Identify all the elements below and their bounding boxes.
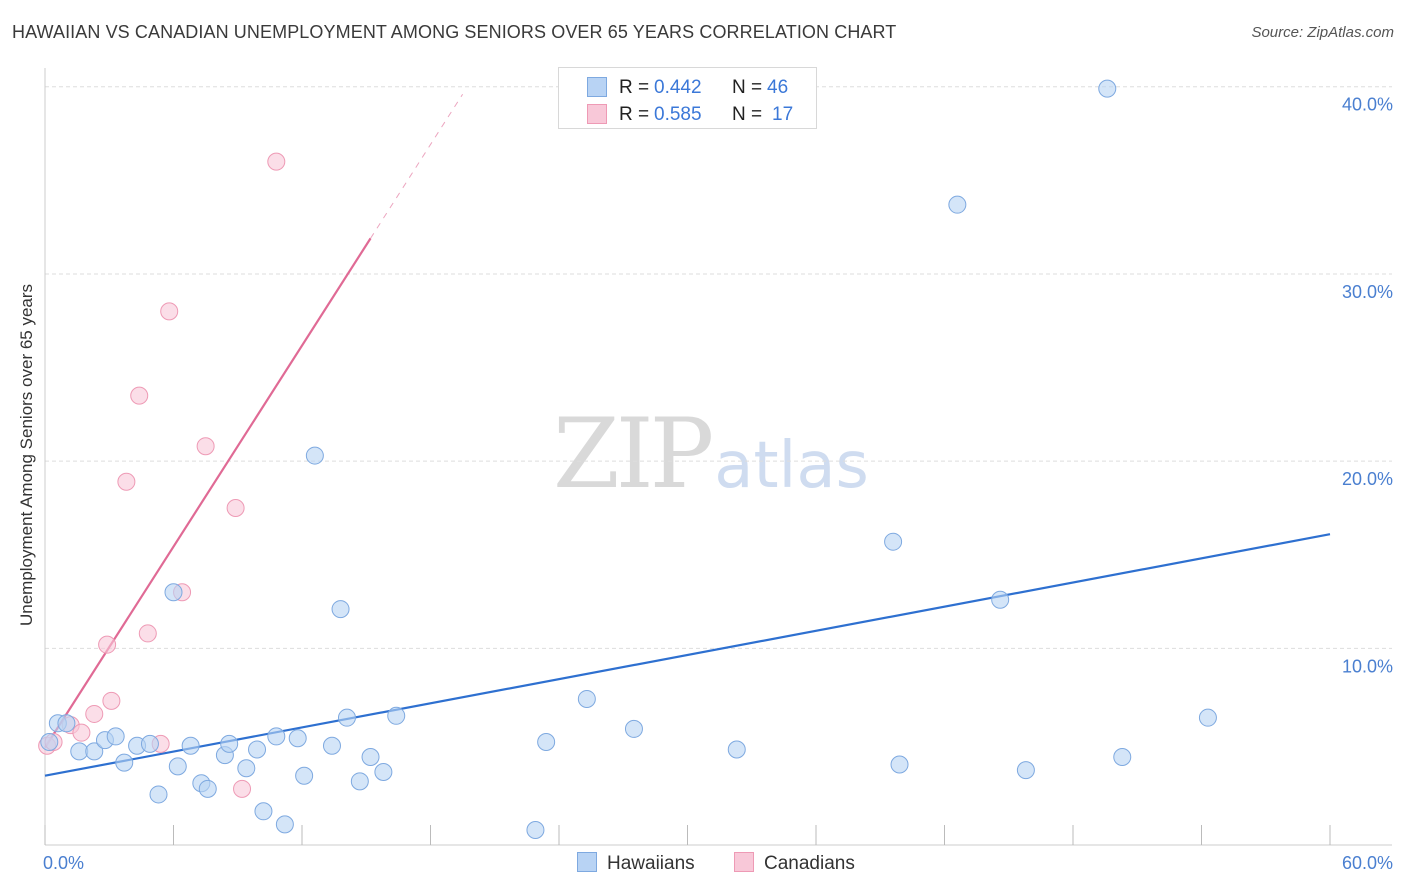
hawaiians-point: [322, 736, 341, 755]
hawaiians-point: [275, 815, 294, 834]
hawaiians-point: [577, 689, 596, 708]
x-tick-label: 60.0%: [1342, 853, 1393, 873]
hawaiians-point: [350, 772, 369, 791]
legend-r-label: R =: [619, 104, 650, 125]
hawaiians-point: [537, 733, 556, 752]
canadians-point: [117, 472, 136, 491]
hawaiians-point: [106, 727, 125, 746]
source-label: Source: ZipAtlas.com: [1251, 24, 1394, 41]
hawaiians-point: [140, 734, 159, 753]
hawaiians-point: [288, 729, 307, 748]
hawaiians-trend-line: [44, 533, 1331, 777]
y-tick-label: 30.0%: [1342, 282, 1393, 302]
hawaiians-point: [387, 706, 406, 725]
canadians-point: [85, 704, 104, 723]
watermark-zip: ZIP: [553, 398, 714, 510]
hawaiians-point: [948, 195, 967, 214]
hawaiians-point: [624, 719, 643, 738]
legend-swatch-hawaiians: [587, 77, 607, 97]
hawaiians-point: [40, 733, 59, 752]
grid-layer: [45, 86, 1392, 649]
series-legend-canadians: Canadians: [734, 852, 855, 876]
hawaiians-point: [168, 757, 187, 776]
y-axis-label: Unemployment Among Seniors over 65 years: [17, 283, 36, 627]
hawaiians-point: [337, 708, 356, 727]
hawaiians-point: [727, 740, 746, 759]
hawaiians-point: [115, 753, 134, 772]
hawaiians-point: [248, 740, 267, 759]
correlation-legend: R = 0.442 N = 46 R = 0.585 N = 17: [558, 67, 817, 129]
canadians-point: [102, 691, 121, 710]
series-swatch-canadians: [734, 852, 754, 872]
y-tick-label: 10.0%: [1342, 656, 1393, 676]
point-layer: [38, 79, 1217, 840]
chart-title: HAWAIIAN VS CANADIAN UNEMPLOYMENT AMONG …: [12, 22, 897, 42]
canadians-point: [267, 152, 286, 171]
hawaiians-point: [57, 714, 76, 733]
hawaiians-point: [361, 748, 380, 767]
legend-r-value: 0.585: [654, 104, 702, 125]
hawaiians-point: [164, 583, 183, 602]
hawaiians-point: [70, 742, 89, 761]
series-label-canadians: Canadians: [764, 853, 855, 874]
label-layer: 10.0% 20.0% 30.0% 40.0% 0.0% 60.0%: [43, 95, 1393, 873]
canadians-point: [138, 624, 157, 643]
trend-layer: [44, 93, 1331, 777]
legend-n-value: 46: [767, 77, 789, 98]
hawaiians-point: [295, 766, 314, 785]
hawaiians-point: [374, 762, 393, 781]
hawaiians-point: [237, 759, 256, 778]
canadians-point: [233, 779, 252, 798]
hawaiians-point: [305, 446, 324, 465]
legend-r-value: 0.442: [654, 77, 702, 98]
series-swatch-hawaiians: [577, 852, 597, 872]
hawaiians-point: [1098, 79, 1117, 98]
canadians-point: [196, 437, 215, 456]
hawaiians-point: [198, 779, 217, 798]
series-legend-hawaiians: Hawaiians: [577, 852, 695, 876]
hawaiians-point: [267, 727, 286, 746]
y-tick-label: 20.0%: [1342, 469, 1393, 489]
y-tick-label: 40.0%: [1342, 95, 1393, 115]
legend-n-label: N =: [732, 104, 763, 125]
canadians-point: [72, 723, 91, 742]
hawaiians-point: [890, 755, 909, 774]
legend-n-value: 17: [772, 104, 794, 125]
legend-n-label: N =: [732, 77, 763, 98]
x-tick-label: 0.0%: [43, 853, 84, 873]
canadians-trend-extension: [370, 93, 464, 239]
zipatlas-watermark: ZIPatlas: [553, 398, 869, 510]
hawaiians-point: [1016, 761, 1035, 780]
hawaiians-point: [1198, 708, 1217, 727]
legend-swatch-canadians: [587, 104, 607, 124]
hawaiians-point: [254, 802, 273, 821]
legend-r-label: R =: [619, 77, 650, 98]
hawaiians-point: [331, 600, 350, 619]
canadians-point: [98, 635, 117, 654]
hawaiians-point: [85, 742, 104, 761]
hawaiians-point: [149, 785, 168, 804]
hawaiians-point: [991, 590, 1010, 609]
canadians-trend-line: [44, 237, 372, 749]
hawaiians-point: [884, 532, 903, 551]
series-label-hawaiians: Hawaiians: [607, 853, 695, 874]
watermark-atlas: atlas: [714, 429, 869, 503]
canadians-point: [130, 386, 149, 405]
hawaiians-point: [526, 821, 545, 840]
hawaiians-point: [1113, 748, 1132, 767]
axis-layer: [44, 68, 1392, 846]
hawaiians-point: [181, 736, 200, 755]
hawaiians-point: [220, 734, 239, 753]
canadians-point: [226, 498, 245, 517]
canadians-point: [160, 302, 179, 321]
